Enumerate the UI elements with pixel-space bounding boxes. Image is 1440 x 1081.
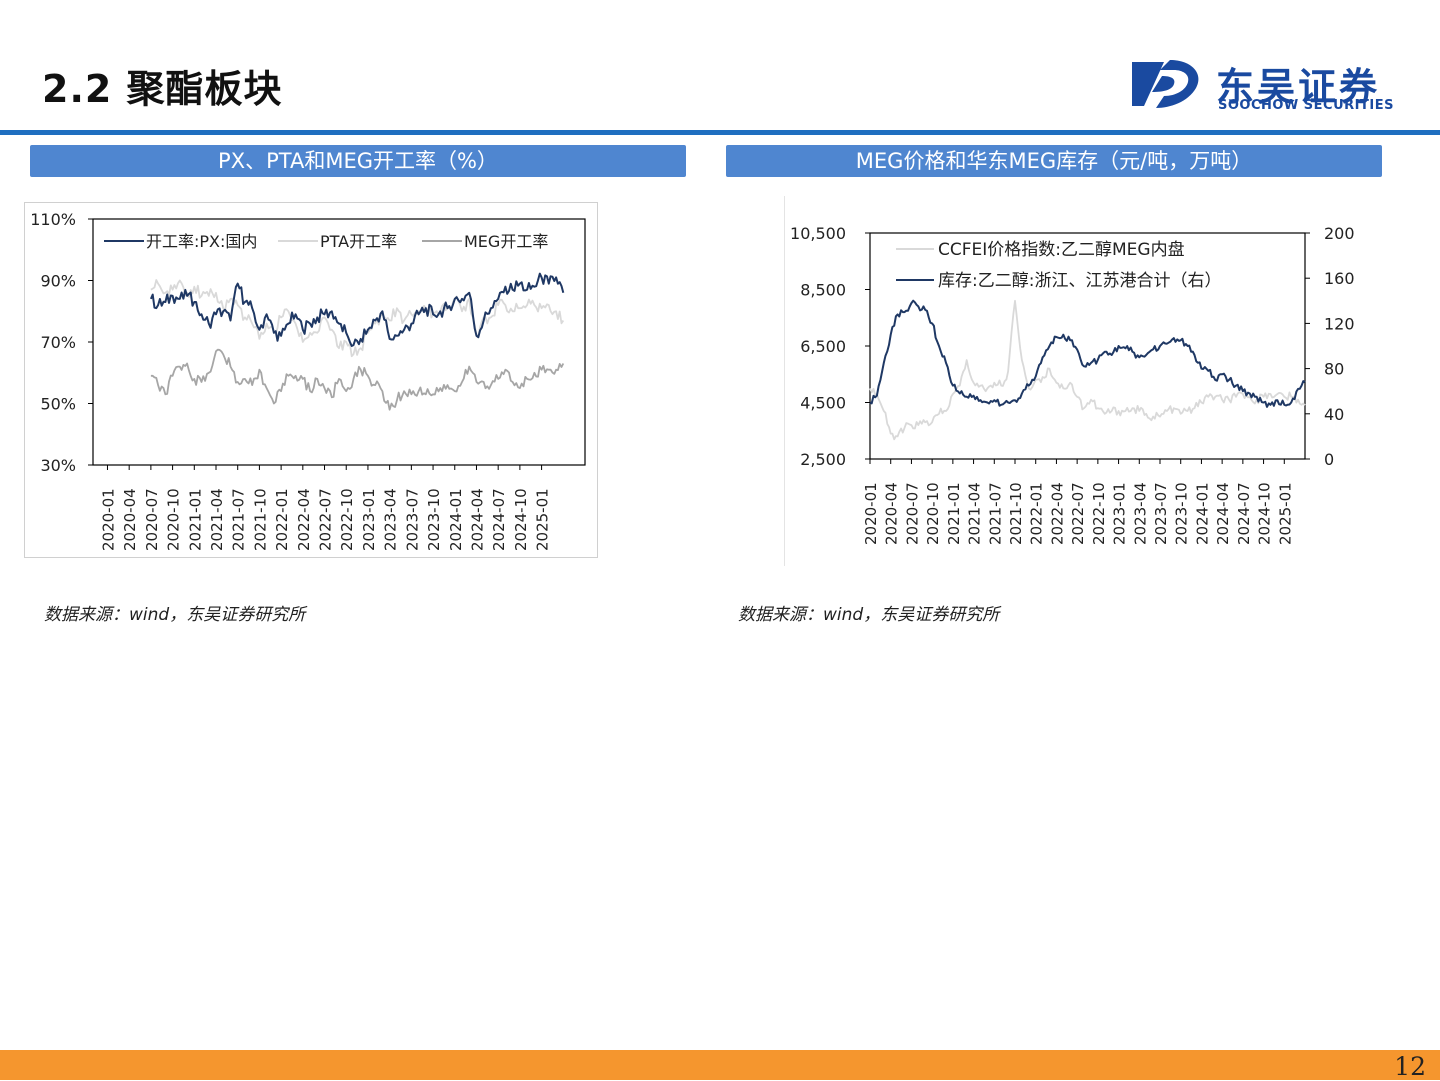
x-tick-label: 2023-01 [360, 488, 378, 551]
x-tick-label: 2021-10 [251, 488, 269, 551]
x-tick-label: 2022-04 [295, 488, 313, 551]
y2-tick-label: 40 [1324, 405, 1344, 424]
x-tick-label: 2020-01 [99, 488, 117, 551]
x-tick-label: 2023-07 [403, 488, 421, 551]
x-tick-label: 2020-10 [165, 488, 183, 551]
x-tick-label: 2025-01 [534, 488, 552, 551]
y2-tick-label: 120 [1324, 314, 1355, 333]
x-tick-label: 2023-10 [425, 488, 443, 551]
x-tick-label: 2024-04 [1214, 482, 1232, 545]
y-tick-label: 10,500 [790, 224, 846, 243]
plot-area [869, 232, 1306, 460]
y-tick-label: 50% [40, 395, 76, 414]
x-tick-label: 2020-07 [143, 488, 161, 551]
x-tick-label: 2020-07 [903, 482, 921, 545]
x-tick-label: 2023-07 [1152, 482, 1170, 545]
x-tick-label: 2020-10 [924, 482, 942, 545]
left-chart-source: 数据来源：wind，东吴证券研究所 [44, 605, 306, 625]
legend-label-1: CCFEI价格指数:乙二醇MEG内盘 [938, 240, 1185, 260]
company-logo: 东吴证券 SOOCHOW SECURITIES [1130, 56, 1410, 118]
y2-tick-label: 80 [1324, 360, 1344, 379]
legend-label-2: PTA开工率 [320, 232, 397, 251]
x-tick-label: 2024-01 [447, 488, 465, 551]
y-tick-label: 2,500 [800, 450, 846, 469]
left-chart-header: PX、PTA和MEG开工率（%） [30, 145, 686, 177]
x-tick-label: 2024-01 [1193, 482, 1211, 545]
x-tick-label: 2022-01 [273, 488, 291, 551]
y-tick-label: 90% [40, 272, 76, 291]
x-tick-label: 2021-07 [230, 488, 248, 551]
x-tick-label: 2020-04 [883, 482, 901, 545]
x-tick-label: 2022-07 [1069, 482, 1087, 545]
x-tick-label: 2023-04 [1131, 482, 1149, 545]
legend-label-3: MEG开工率 [464, 232, 548, 251]
right-chart-header: MEG价格和华东MEG库存（元/吨，万吨） [726, 145, 1382, 177]
series-line-2 [869, 299, 1306, 408]
x-tick-label: 2020-01 [862, 482, 880, 545]
x-tick-label: 2021-01 [945, 482, 963, 545]
x-tick-label: 2022-01 [1028, 482, 1046, 545]
x-tick-label: 2021-10 [1007, 482, 1025, 545]
y-tick-label: 30% [40, 456, 76, 475]
y2-tick-label: 160 [1324, 269, 1355, 288]
logo-text-en: SOOCHOW SECURITIES [1218, 98, 1394, 113]
x-tick-label: 2021-01 [186, 488, 204, 551]
y2-tick-label: 0 [1324, 450, 1334, 469]
x-tick-label: 2021-07 [986, 482, 1004, 545]
x-tick-label: 2022-04 [1048, 482, 1066, 545]
x-tick-label: 2020-04 [121, 488, 139, 551]
right-chart-source: 数据来源：wind，东吴证券研究所 [738, 605, 1000, 625]
series-line-1 [869, 299, 1306, 441]
x-tick-label: 2022-07 [317, 488, 335, 551]
y-tick-label: 6,500 [800, 337, 846, 356]
x-tick-label: 2024-10 [512, 488, 530, 551]
page-number: 12 [1394, 1052, 1426, 1081]
operating-rate-chart: 30%50%70%90%110%2020-01 2020-04 2020-07 202… [24, 202, 598, 558]
x-tick-label: 2025-01 [1276, 482, 1294, 545]
y-tick-label: 4,500 [800, 394, 846, 413]
x-tick-label: 2023-10 [1173, 482, 1191, 545]
y-tick-label: 8,500 [800, 281, 846, 300]
x-tick-label: 2024-07 [490, 488, 508, 551]
x-tick-label: 2023-01 [1111, 482, 1129, 545]
series-line-2 [150, 279, 565, 358]
x-tick-label: 2022-10 [338, 488, 356, 551]
y2-tick-label: 200 [1324, 224, 1355, 243]
y-tick-label: 110% [30, 210, 76, 229]
meg-price-inventory-chart: 2,500 4,500 6,500 8,500 10,500 0 40 80 120 160 200… [784, 196, 1355, 566]
series-line-1 [149, 272, 565, 347]
header-divider [0, 130, 1440, 135]
y-tick-label: 70% [40, 333, 76, 352]
legend-label-1: 开工率:PX:国内 [146, 232, 257, 251]
x-tick-label: 2024-04 [468, 488, 486, 551]
x-tick-label: 2022-10 [1090, 482, 1108, 545]
page-title: 2.2 聚酯板块 [42, 67, 283, 111]
x-tick-label: 2021-04 [966, 482, 984, 545]
x-tick-label: 2023-04 [382, 488, 400, 551]
footer-bar [0, 1050, 1440, 1080]
logo-icon [1132, 60, 1199, 108]
x-tick-label: 2024-07 [1235, 482, 1253, 545]
chart-frame [24, 202, 598, 558]
logo-text-cn: 东吴证券 [1216, 65, 1381, 109]
legend-label-2: 库存:乙二醇:浙江、江苏港合计（右） [938, 271, 1221, 291]
x-tick-label: 2024-10 [1256, 482, 1274, 545]
x-tick-label: 2021-04 [208, 488, 226, 551]
series-line-3 [150, 348, 565, 411]
